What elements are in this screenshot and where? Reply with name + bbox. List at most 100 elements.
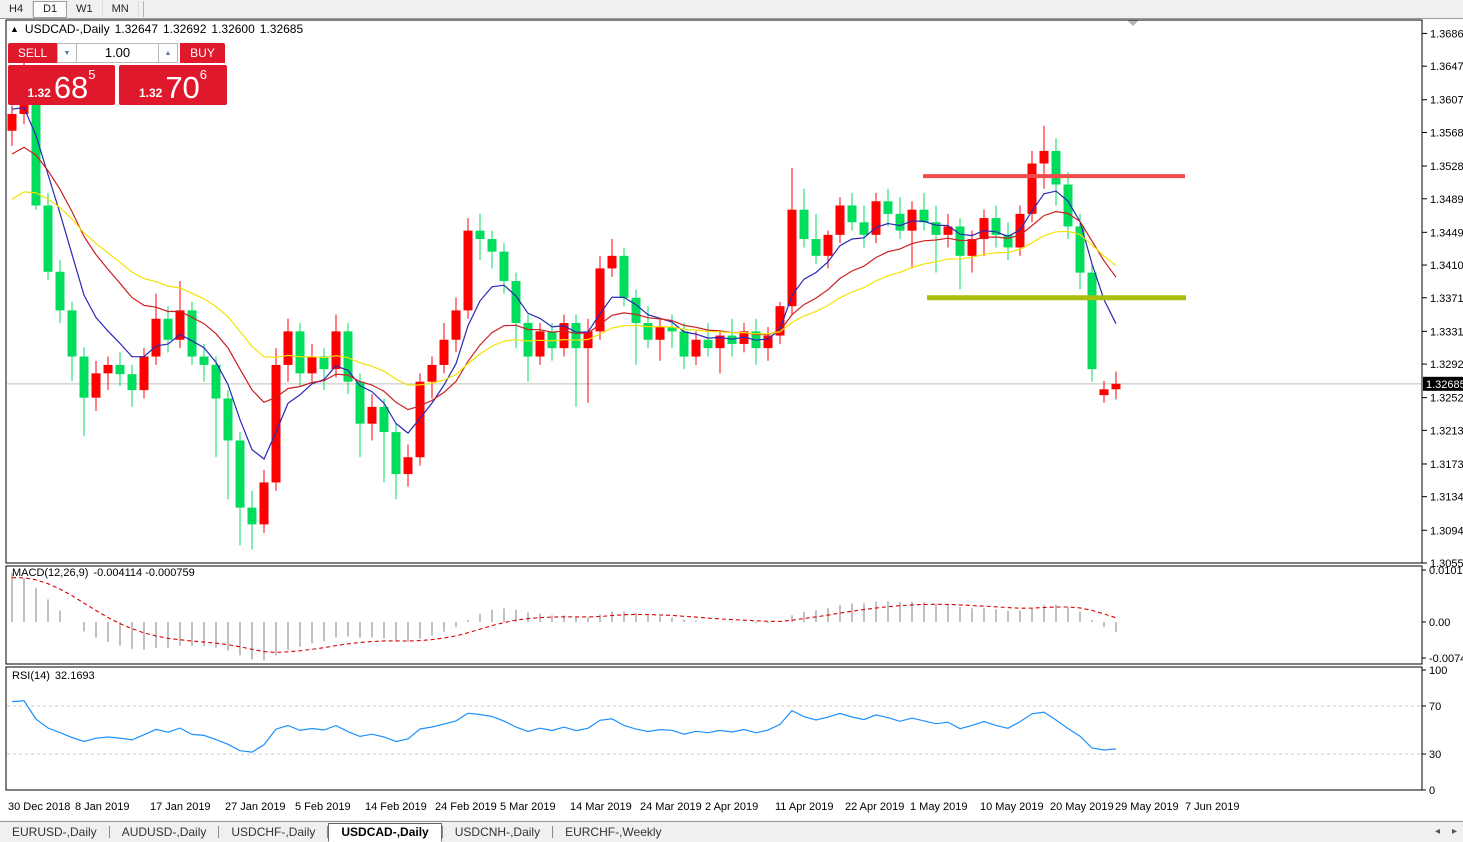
moving-averages-layer bbox=[11, 107, 1117, 460]
svg-text:14 Feb 2019: 14 Feb 2019 bbox=[365, 801, 427, 813]
rsi-value: 32.1693 bbox=[54, 670, 95, 682]
sell-price-frac: 1.32 bbox=[27, 86, 51, 100]
svg-text:1.32920: 1.32920 bbox=[1430, 359, 1463, 371]
chevron-up-icon: ▲ bbox=[164, 49, 172, 57]
chart-window: ▲ USDCAD-,Daily 1.32647 1.32692 1.32600 1.326… bbox=[0, 19, 1463, 820]
macd-values: -0.004114 -0.000759 bbox=[93, 567, 195, 579]
date-axis[interactable]: 30 Dec 2018 8 Jan 2019 17 Jan 2019 27 Jan 2… bbox=[8, 801, 1239, 813]
chart-tab-usdcnh-daily[interactable]: USDCNH-,Daily bbox=[454, 825, 541, 839]
buy-price-sup: 6 bbox=[199, 67, 208, 82]
svg-text:10 May 2019: 10 May 2019 bbox=[980, 801, 1044, 813]
svg-text:-0.007476: -0.007476 bbox=[1429, 653, 1463, 665]
one-click-trading-panel: SELL ▼ 1.00 ▲ BUY 1.32 68 5 1.32 70 6 bbox=[8, 43, 227, 105]
chart-tabbar: EURUSD-,Daily AUDUSD-,Daily USDCHF-,Daily U… bbox=[0, 821, 1463, 842]
svg-text:30: 30 bbox=[1429, 749, 1441, 761]
svg-text:5 Mar 2019: 5 Mar 2019 bbox=[500, 801, 556, 813]
chart-shift-marker-icon[interactable] bbox=[1127, 20, 1139, 26]
fast-ma bbox=[11, 107, 1117, 460]
svg-text:7 Jun 2019: 7 Jun 2019 bbox=[1185, 801, 1239, 813]
sell-button[interactable]: SELL bbox=[8, 43, 57, 63]
svg-text:2 Apr 2019: 2 Apr 2019 bbox=[705, 801, 758, 813]
tab-separator bbox=[218, 826, 220, 838]
svg-text:1.33310: 1.33310 bbox=[1430, 326, 1463, 338]
ohlc-close: 1.32685 bbox=[259, 22, 304, 36]
svg-text:29 May 2019: 29 May 2019 bbox=[1115, 801, 1179, 813]
svg-text:24 Feb 2019: 24 Feb 2019 bbox=[435, 801, 497, 813]
svg-text:22 Apr 2019: 22 Apr 2019 bbox=[845, 801, 904, 813]
price-axis[interactable]: 1.36860 1.36470 1.36070 1.35680 1.35280 1.348… bbox=[1422, 28, 1463, 797]
svg-text:1.36070: 1.36070 bbox=[1430, 95, 1463, 107]
chart-tab-usdcad-daily[interactable]: USDCAD-,Daily bbox=[328, 822, 442, 842]
ohlc-high: 1.32692 bbox=[163, 22, 207, 36]
chart-tab-eurusd-daily[interactable]: EURUSD-,Daily bbox=[12, 825, 97, 839]
sell-price-display[interactable]: 1.32 68 5 bbox=[8, 65, 115, 105]
timeframe-toolbar: H4 D1 W1 MN bbox=[0, 0, 1463, 19]
svg-text:0: 0 bbox=[1429, 785, 1435, 797]
svg-text:1.34100: 1.34100 bbox=[1430, 260, 1463, 272]
sell-price-sup: 5 bbox=[88, 67, 96, 82]
svg-text:1.30550: 1.30550 bbox=[1430, 558, 1463, 570]
svg-text:5 Feb 2019: 5 Feb 2019 bbox=[295, 801, 351, 813]
chart-tab-usdchf-daily[interactable]: USDCHF-,Daily bbox=[231, 825, 316, 839]
ohlc-low: 1.32600 bbox=[211, 22, 255, 36]
svg-text:0.010199: 0.010199 bbox=[1429, 565, 1463, 577]
buy-price-display[interactable]: 1.32 70 6 bbox=[119, 65, 227, 105]
rsi-name: RSI(14) bbox=[12, 670, 50, 682]
panel-collapse-icon[interactable]: ▲ bbox=[10, 24, 19, 34]
tab-scroll-right-icon[interactable]: ▸ bbox=[1451, 826, 1457, 837]
svg-text:1.30940: 1.30940 bbox=[1430, 525, 1463, 537]
macd-pane-border bbox=[5, 565, 1423, 665]
timeframe-button-w1[interactable]: W1 bbox=[67, 1, 103, 17]
timeframe-button-h4[interactable]: H4 bbox=[0, 1, 34, 17]
macd-indicator-label: MACD(12,26,9) -0.004114 -0.000759 bbox=[12, 567, 200, 579]
volume-input[interactable]: 1.00 bbox=[77, 43, 158, 63]
svg-text:14 Mar 2019: 14 Mar 2019 bbox=[570, 801, 632, 813]
svg-text:1.31340: 1.31340 bbox=[1430, 492, 1463, 504]
chevron-down-icon: ▼ bbox=[63, 49, 71, 57]
svg-text:1.34890: 1.34890 bbox=[1430, 194, 1463, 206]
svg-text:1.35280: 1.35280 bbox=[1430, 161, 1463, 173]
sell-price-big: 68 bbox=[53, 70, 89, 105]
svg-text:70: 70 bbox=[1429, 701, 1441, 713]
svg-text:8 Jan 2019: 8 Jan 2019 bbox=[75, 801, 129, 813]
svg-text:0.00: 0.00 bbox=[1429, 617, 1450, 629]
svg-text:1.36470: 1.36470 bbox=[1430, 61, 1463, 73]
chart-title: ▲ USDCAD-,Daily 1.32647 1.32692 1.32600 1.326… bbox=[10, 22, 308, 36]
tab-separator bbox=[327, 826, 329, 838]
mid-ma bbox=[11, 146, 1117, 411]
candles-layer bbox=[7, 51, 1121, 550]
timeframe-button-mn[interactable]: MN bbox=[103, 1, 139, 17]
tab-scroll-controls: ◂ ▸ bbox=[1435, 826, 1457, 837]
rsi-indicator-label: RSI(14) 32.1693 bbox=[12, 670, 100, 682]
svg-text:20 May 2019: 20 May 2019 bbox=[1050, 801, 1114, 813]
chart-canvas[interactable]: 1.36860 1.36470 1.36070 1.35680 1.35280 1.348… bbox=[0, 19, 1463, 820]
svg-text:1.34490: 1.34490 bbox=[1430, 227, 1463, 239]
tab-scroll-left-icon[interactable]: ◂ bbox=[1434, 826, 1440, 837]
timeframe-button-d1[interactable]: D1 bbox=[33, 0, 68, 18]
svg-text:100: 100 bbox=[1429, 665, 1447, 677]
chart-tab-eurchf-weekly[interactable]: EURCHF-,Weekly bbox=[565, 825, 662, 839]
volume-increase-button[interactable]: ▲ bbox=[158, 43, 178, 63]
svg-text:17 Jan 2019: 17 Jan 2019 bbox=[150, 801, 211, 813]
svg-text:1.36860: 1.36860 bbox=[1430, 28, 1463, 40]
tab-separator bbox=[441, 826, 443, 838]
svg-text:1.32520: 1.32520 bbox=[1430, 393, 1463, 405]
macd-histogram-layer bbox=[11, 573, 1117, 661]
svg-text:30 Dec 2018: 30 Dec 2018 bbox=[8, 801, 70, 813]
rsi-pane-border bbox=[5, 666, 1423, 791]
chart-tab-audusd-daily[interactable]: AUDUSD-,Daily bbox=[121, 825, 207, 839]
main-pane-border bbox=[5, 19, 1423, 564]
svg-text:27 Jan 2019: 27 Jan 2019 bbox=[225, 801, 286, 813]
macd-signal-line bbox=[11, 577, 1117, 653]
svg-text:1.31730: 1.31730 bbox=[1430, 459, 1463, 471]
svg-text:1.35680: 1.35680 bbox=[1430, 127, 1463, 139]
svg-text:1.32685: 1.32685 bbox=[1426, 379, 1463, 391]
ohlc-open: 1.32647 bbox=[114, 22, 158, 36]
rsi-line bbox=[11, 700, 1117, 753]
chart-symbol-label: USDCAD-,Daily bbox=[24, 22, 110, 36]
volume-decrease-button[interactable]: ▼ bbox=[57, 43, 77, 63]
svg-text:24 Mar 2019: 24 Mar 2019 bbox=[640, 801, 702, 813]
buy-button[interactable]: BUY bbox=[180, 43, 225, 63]
tab-separator bbox=[108, 826, 110, 838]
